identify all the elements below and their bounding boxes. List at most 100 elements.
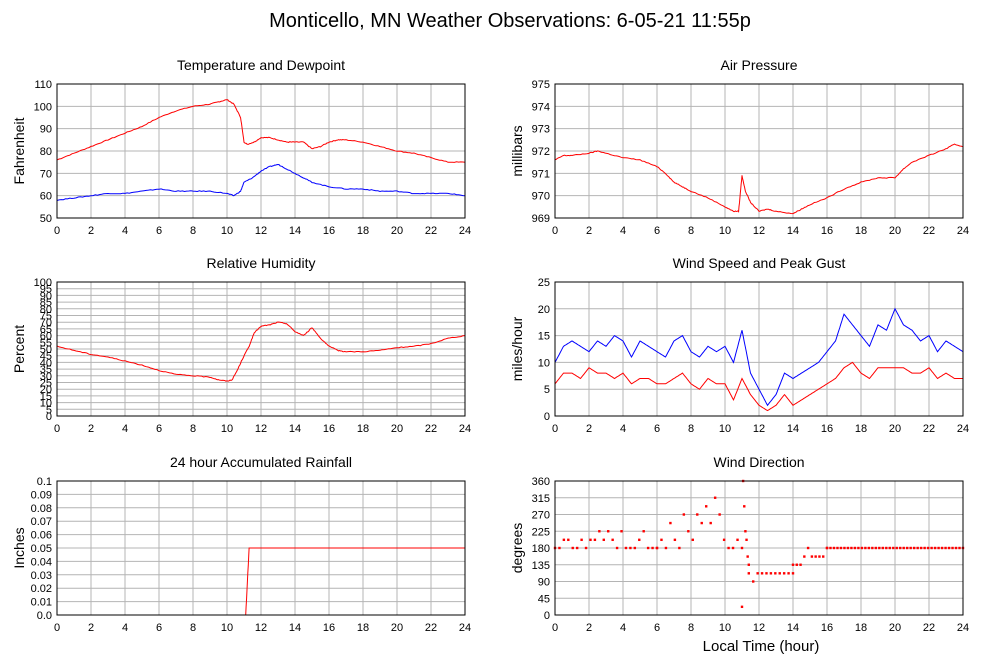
x-tick-label: 10	[221, 622, 233, 634]
data-point	[769, 572, 773, 575]
y-axis-label: Inches	[11, 527, 27, 568]
chart-title: Relative Humidity	[207, 255, 316, 271]
plot-frame	[56, 83, 466, 219]
data-point	[673, 538, 677, 542]
series-line	[56, 99, 466, 163]
data-point	[747, 572, 750, 575]
data-point	[892, 546, 895, 550]
y-tick-label: 0	[544, 610, 550, 622]
data-point	[744, 530, 747, 533]
y-tick-label: 0.03	[31, 570, 52, 582]
x-tick-label: 8	[190, 423, 196, 435]
plot-frame	[56, 480, 466, 616]
data-point	[874, 546, 878, 550]
y-tick-label: 135	[532, 560, 550, 572]
x-tick-label: 12	[753, 423, 765, 435]
y-tick-label: 20	[40, 384, 52, 396]
x-tick-label: 16	[323, 423, 335, 435]
x-tick-label: 2	[586, 622, 592, 634]
x-tick-label: 18	[357, 622, 369, 634]
data-point	[562, 538, 566, 542]
data-point	[718, 513, 721, 516]
y-tick-label: 80	[40, 146, 52, 158]
y-tick-label: 60	[40, 331, 52, 343]
x-tick-label: 22	[923, 622, 935, 634]
y-tick-label: 110	[34, 79, 52, 91]
x-tick-label: 4	[620, 423, 626, 435]
y-tick-label: 0.1	[37, 476, 52, 488]
data-point	[940, 546, 944, 550]
data-point	[774, 572, 777, 575]
x-tick-label: 12	[255, 423, 267, 435]
y-tick-label: 45	[40, 351, 52, 363]
y-tick-label: 5	[544, 384, 550, 396]
x-tick-label: 10	[719, 423, 731, 435]
chart-title: 24 hour Accumulated Rainfall	[170, 454, 352, 470]
series-line	[56, 321, 466, 382]
x-tick-label: 14	[787, 622, 799, 634]
data-point	[691, 538, 694, 542]
data-point	[958, 546, 961, 550]
data-point	[930, 546, 933, 550]
data-point	[571, 546, 574, 550]
y-tick-label: 60	[40, 191, 52, 203]
y-tick-label: 975	[532, 79, 550, 91]
x-tick-label: 18	[855, 423, 867, 435]
plot-frame	[554, 281, 964, 417]
y-tick-label: 25	[40, 378, 52, 390]
data-point	[624, 546, 628, 550]
x-tick-label: 4	[620, 225, 626, 237]
y-tick-label: 0.07	[31, 516, 52, 528]
y-tick-label: 70	[40, 317, 52, 329]
data-point	[951, 546, 954, 550]
x-tick-label: 0	[552, 423, 558, 435]
data-point	[678, 546, 681, 550]
data-point	[705, 505, 708, 508]
data-point	[611, 538, 614, 542]
y-tick-label: 95	[40, 284, 52, 296]
x-tick-label: 4	[122, 423, 128, 435]
data-point	[567, 538, 570, 542]
data-point	[760, 572, 764, 575]
x-tick-label: 14	[289, 423, 301, 435]
y-tick-label: 969	[532, 213, 550, 225]
data-point	[836, 546, 839, 550]
chart-title: Air Pressure	[720, 57, 797, 73]
y-tick-label: 20	[538, 304, 550, 316]
plot-frame	[554, 83, 964, 219]
data-point	[906, 546, 909, 550]
data-point	[878, 546, 881, 550]
data-point	[795, 563, 798, 566]
x-tick-label: 18	[357, 225, 369, 237]
x-tick-label: 22	[425, 225, 437, 237]
y-tick-label: 75	[40, 311, 52, 323]
y-tick-label: 25	[538, 277, 550, 289]
data-point	[888, 546, 891, 550]
data-point	[747, 563, 750, 566]
y-tick-label: 50	[40, 213, 52, 225]
y-tick-label: 360	[532, 476, 550, 488]
plot-frame	[554, 480, 964, 616]
data-point	[857, 546, 860, 550]
y-tick-label: 180	[532, 543, 550, 555]
x-tick-label: 10	[719, 225, 731, 237]
data-point	[736, 538, 739, 542]
y-tick-label: 80	[40, 304, 52, 316]
data-point	[810, 555, 814, 558]
y-tick-label: 30	[40, 371, 52, 383]
x-tick-label: 20	[889, 423, 901, 435]
series-line	[554, 143, 964, 215]
x-tick-label: 0	[54, 622, 60, 634]
data-point	[839, 546, 843, 550]
x-tick-label: 14	[787, 225, 799, 237]
y-tick-label: 85	[40, 297, 52, 309]
data-point	[696, 513, 699, 516]
y-axis-label: Percent	[11, 325, 27, 373]
data-point	[682, 513, 686, 516]
x-tick-label: 18	[357, 423, 369, 435]
y-tick-label: 0.08	[31, 503, 52, 515]
y-tick-label: 0	[544, 411, 550, 423]
x-tick-label: 6	[654, 225, 660, 237]
x-tick-label: 14	[289, 622, 301, 634]
